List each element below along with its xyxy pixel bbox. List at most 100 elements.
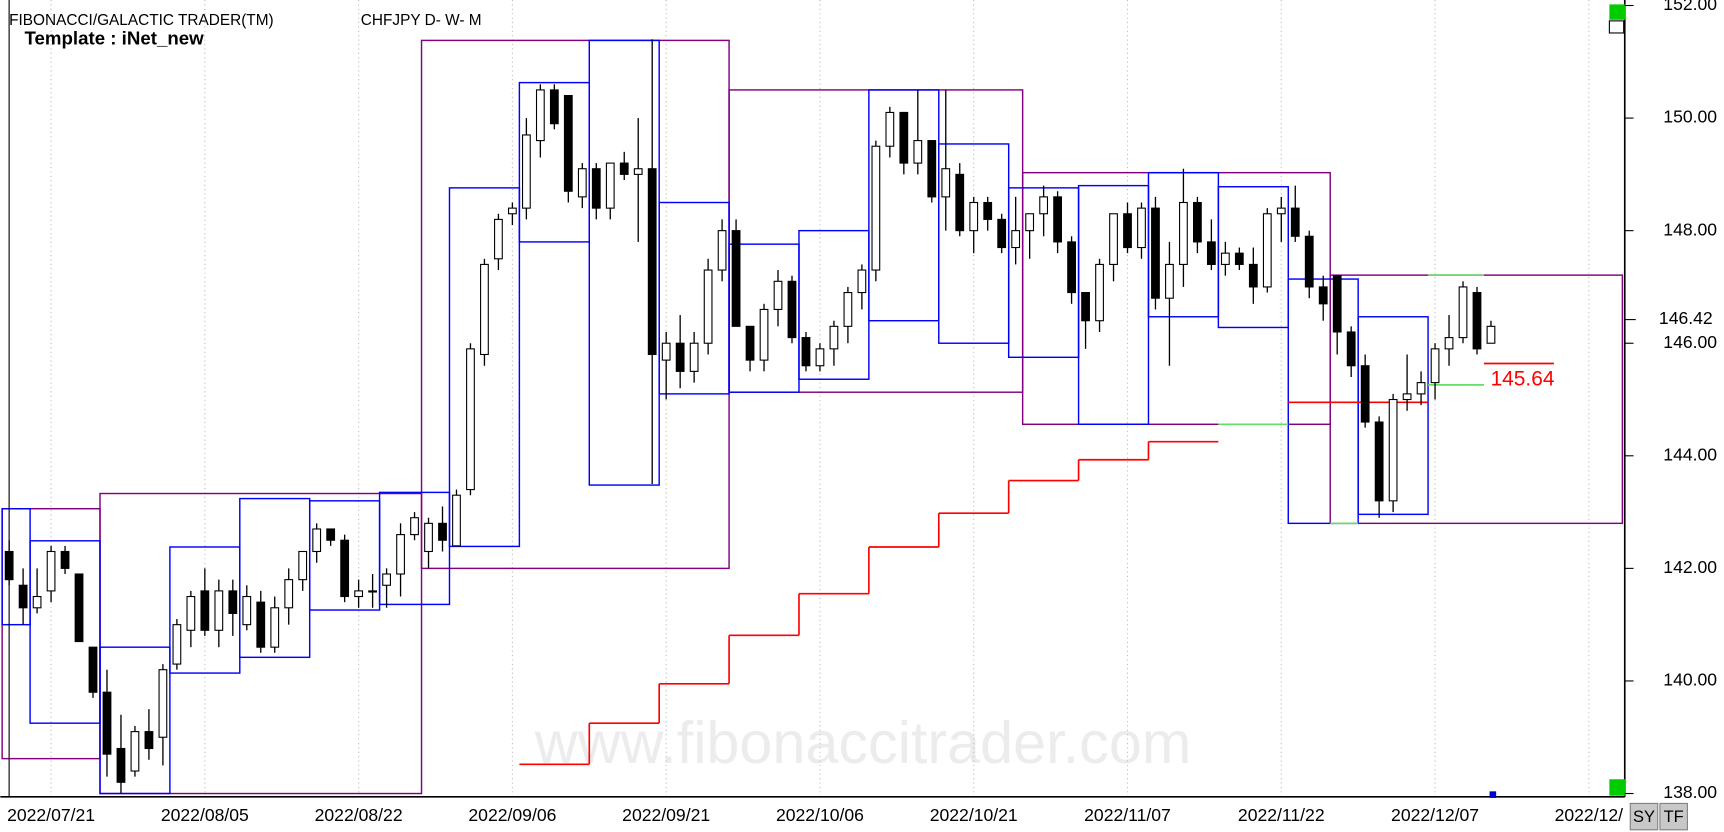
candle-body — [815, 348, 825, 367]
candle-body — [130, 731, 140, 772]
candle-body — [871, 145, 881, 271]
candle-body — [619, 162, 629, 175]
candle-body — [214, 590, 224, 631]
candle-body — [1374, 421, 1384, 502]
template-label: Template : iNet_new — [25, 28, 205, 49]
candle-body — [1346, 331, 1356, 367]
last-price-label: 146.42 — [1659, 308, 1713, 328]
candle-body — [857, 269, 867, 294]
candle-body — [382, 573, 391, 586]
candle-body — [396, 534, 405, 575]
watermark: www.fibonaccitrader.com — [534, 709, 1191, 776]
candle-body — [633, 168, 643, 175]
toolbar-button-label[interactable]: SY — [1633, 808, 1655, 826]
corner-marker — [1609, 779, 1626, 796]
candle-body — [466, 348, 475, 491]
candle-body — [256, 601, 266, 648]
y-tick-label: 138.00 — [1663, 782, 1717, 802]
candle-body — [745, 325, 755, 361]
candle-body — [438, 522, 447, 541]
x-tick-label: 2022/12/07 — [1391, 805, 1479, 825]
candle-body — [60, 550, 70, 569]
candle-body — [1290, 207, 1300, 237]
candle-body — [242, 595, 252, 626]
candle-body — [312, 528, 322, 553]
candle-body — [1123, 213, 1132, 249]
y-tick-label: 144.00 — [1663, 444, 1717, 464]
candle-body — [200, 590, 210, 631]
candle-body — [1220, 252, 1230, 265]
candle-body — [284, 579, 294, 609]
candle-body — [703, 269, 713, 344]
candle-body — [410, 517, 419, 536]
y-tick-label: 146.00 — [1663, 332, 1717, 352]
x-tick-label: 2022/10/06 — [776, 805, 864, 825]
weekly-box — [1357, 316, 1429, 516]
y-tick-label: 140.00 — [1663, 670, 1717, 690]
candle-body — [1472, 292, 1482, 350]
candle-body — [1165, 263, 1174, 299]
x-tick-label: 2022/12/ — [1555, 805, 1624, 825]
axes: 138.00 140.00 142.00 144.00 146.00 148.00 150.… — [7, 0, 1717, 831]
chart-title: FIBONACCI/GALACTIC TRADER(TM) — [9, 12, 274, 29]
candle-body — [773, 280, 783, 311]
corner-icon — [1608, 20, 1625, 34]
candle-body — [326, 528, 336, 541]
weekly-box — [99, 646, 171, 795]
candle-body — [494, 218, 503, 260]
candle-body — [270, 607, 280, 648]
candle-body — [885, 111, 895, 147]
toolbar-button[interactable] — [1659, 802, 1688, 831]
candle-body — [535, 89, 545, 142]
candle-body — [731, 230, 741, 327]
x-tick-label: 2022/09/06 — [468, 805, 556, 825]
candle-body — [1332, 275, 1342, 333]
weekly-box — [1217, 186, 1289, 329]
toolbar-button-label[interactable]: TF — [1664, 808, 1684, 826]
candle-body — [549, 89, 559, 125]
candle-body — [88, 646, 98, 693]
x-tick-label: 2022/07/21 — [7, 805, 95, 825]
weekly-box — [448, 187, 521, 548]
x-tick-label: 2022/11/22 — [1238, 805, 1325, 825]
candle-body — [340, 539, 350, 598]
candle-body — [689, 342, 699, 372]
corner-marker — [1609, 4, 1626, 20]
toolbar-button[interactable] — [1629, 802, 1659, 831]
candle-body — [983, 201, 993, 220]
candle-body — [913, 140, 923, 164]
candle-body — [759, 308, 769, 361]
candle-body — [186, 595, 196, 631]
candle-body — [1025, 213, 1035, 232]
candle-body — [661, 342, 671, 361]
candle-body — [452, 494, 461, 547]
candle-body — [1276, 207, 1286, 215]
x-tick-label: 2022/08/05 — [161, 805, 249, 825]
candle-body — [1081, 292, 1090, 322]
candle-body — [521, 134, 531, 209]
candle-body — [997, 218, 1007, 249]
candle-body — [480, 263, 489, 356]
candle-body — [647, 168, 657, 356]
target-label: 145.64 — [1491, 367, 1555, 390]
candle-body — [116, 747, 126, 783]
candle-body — [1039, 196, 1049, 215]
candle-body — [1360, 365, 1370, 423]
candle-body — [563, 95, 573, 192]
time-marker — [1489, 791, 1497, 798]
candle-body — [941, 168, 951, 198]
candle-body — [1095, 263, 1104, 322]
x-tick-label: 2022/08/22 — [315, 805, 403, 825]
candle-body — [1318, 286, 1328, 305]
candle-body — [927, 140, 937, 198]
chart-subtitle: CHFJPY D- W- M — [361, 12, 482, 29]
candle-body — [1011, 230, 1021, 249]
candle-body — [843, 292, 853, 327]
candle-body — [1206, 241, 1216, 265]
candle-body — [1430, 348, 1440, 384]
x-tick-label: 2022/10/21 — [930, 805, 1018, 825]
candle-body — [899, 111, 909, 164]
candle-body — [1262, 213, 1272, 288]
